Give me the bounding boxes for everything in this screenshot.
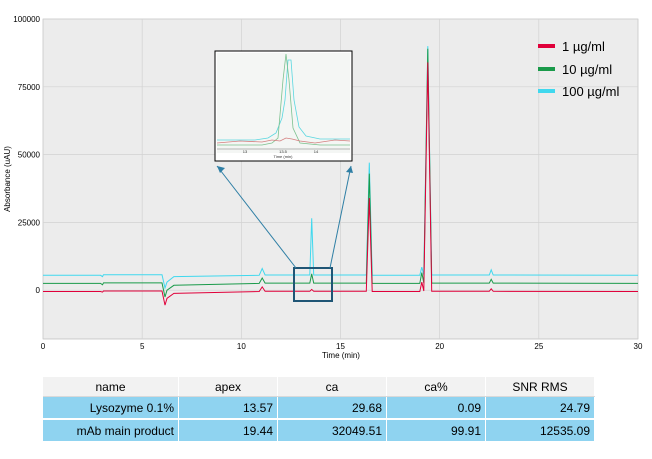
x-tick-label: 25 <box>534 342 543 351</box>
x-tick-label: 20 <box>435 342 444 351</box>
y-tick-label: 75000 <box>18 83 41 92</box>
legend-label-1: 1 µg/ml <box>562 39 605 54</box>
callout-line-right <box>329 165 352 269</box>
series-line-1 <box>43 62 639 306</box>
table-cell: Lysozyme 0.1% <box>43 396 179 420</box>
table-cell: 13.57 <box>178 396 278 420</box>
callout-arrowhead-right <box>346 166 353 173</box>
column-header: ca% <box>386 377 486 397</box>
svg-text:13: 13 <box>243 149 248 154</box>
callout-line-left <box>216 165 297 269</box>
column-header: SNR RMS <box>485 377 595 397</box>
column-header: apex <box>178 377 278 397</box>
table-cell: 99.91 <box>386 419 486 443</box>
legend-swatch-1 <box>538 44 555 48</box>
y-axis-title: Absorbance (uAU) <box>3 146 12 212</box>
x-tick-label: 5 <box>140 342 145 351</box>
table-cell: 0.09 <box>386 396 486 420</box>
table-cell: 12535.09 <box>485 419 595 443</box>
table-cell: 32049.51 <box>277 419 387 443</box>
zoom-inset: 13 13.5 14 Time (min) <box>214 50 353 162</box>
y-tick-label: 25000 <box>18 218 41 227</box>
legend-label-2: 10 µg/ml <box>562 62 612 77</box>
axis-ticks: 0 5 10 15 20 25 30 0 25000 50000 75000 100000 <box>13 15 643 351</box>
table-header-row: name apex ca ca% SNR RMS <box>43 377 595 397</box>
table-cell: 24.79 <box>485 396 595 420</box>
x-tick-label: 30 <box>634 342 643 351</box>
x-tick-label: 0 <box>41 342 46 351</box>
svg-text:14: 14 <box>314 149 319 154</box>
legend-label-3: 100 µg/ml <box>562 84 619 99</box>
y-tick-label: 50000 <box>18 151 41 160</box>
results-table: name apex ca ca% SNR RMS Lysozyme 0.1% 1… <box>43 377 595 443</box>
x-axis-title: Time (min) <box>322 351 360 360</box>
table-cell: 29.68 <box>277 396 387 420</box>
chromatogram-chart: 0 5 10 15 20 25 30 0 25000 50000 75000 100000 Time … <box>3 15 643 360</box>
series-layer <box>43 46 639 306</box>
svg-text:13.5: 13.5 <box>279 149 288 154</box>
legend-swatch-3 <box>538 89 555 93</box>
column-header: name <box>43 377 179 397</box>
callout-arrowhead-left <box>217 166 225 173</box>
svg-text:Time (min): Time (min) <box>274 154 294 159</box>
y-tick-label: 100000 <box>13 15 40 24</box>
x-tick-label: 10 <box>237 342 246 351</box>
column-header: ca <box>277 377 387 397</box>
legend-swatch-2 <box>538 67 555 71</box>
y-tick-label: 0 <box>36 286 41 295</box>
table-cell: mAb main product <box>43 419 179 443</box>
highlight-box <box>293 267 333 302</box>
table-cell: 19.44 <box>178 419 278 443</box>
table-row: Lysozyme 0.1% 13.57 29.68 0.09 24.79 <box>43 396 595 420</box>
table-row: mAb main product 19.44 32049.51 99.91 12… <box>43 419 595 443</box>
x-tick-label: 15 <box>336 342 345 351</box>
legend: 1 µg/ml 10 µg/ml 100 µg/ml <box>538 39 619 99</box>
